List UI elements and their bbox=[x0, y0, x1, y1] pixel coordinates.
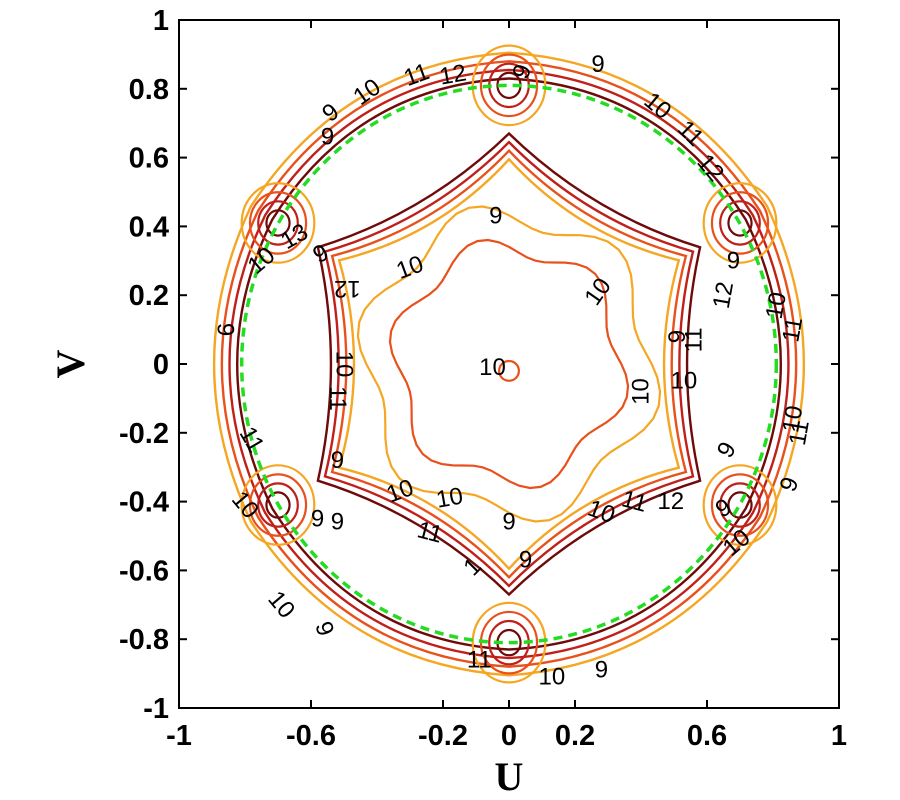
x-axis-label: U bbox=[495, 754, 524, 799]
central-contour bbox=[356, 205, 662, 523]
y-tick-label: -1 bbox=[143, 693, 169, 725]
contour-label: 9 bbox=[489, 203, 502, 230]
contour-label: 9 bbox=[502, 509, 515, 536]
y-tick-label: 0.8 bbox=[129, 74, 169, 106]
contour-label: 9 bbox=[664, 330, 691, 343]
contour-label: 12 bbox=[708, 280, 739, 311]
contour-label: 12 bbox=[334, 275, 361, 302]
y-tick-label: 0.2 bbox=[129, 280, 169, 312]
vertex-lobe-contour bbox=[265, 209, 291, 237]
contour-label: 9 bbox=[212, 323, 239, 336]
y-tick-label: -0.6 bbox=[119, 555, 169, 587]
vertex-lobe-contour bbox=[471, 44, 547, 127]
inner-band-contour bbox=[323, 140, 695, 588]
contour-label: 10 bbox=[434, 483, 465, 514]
x-tick-label: -0.6 bbox=[286, 720, 336, 752]
vertex-lobe-contour bbox=[727, 491, 753, 519]
y-tick-label: -0.4 bbox=[119, 487, 169, 519]
y-tick-label: 0.6 bbox=[129, 143, 169, 175]
contour-label: 11 bbox=[680, 327, 707, 352]
vertex-lobe-contour bbox=[265, 491, 291, 519]
contour-lines bbox=[213, 44, 805, 684]
vertex-lobe-contour bbox=[248, 191, 308, 255]
contour-label: 9 bbox=[727, 247, 740, 274]
vertex-lobe-contour bbox=[240, 464, 316, 546]
vertex-lobe-contour bbox=[257, 482, 299, 528]
vertex-lobe-contour bbox=[248, 473, 308, 537]
contour-label: 10 bbox=[777, 404, 808, 435]
contour-label: 11 bbox=[467, 646, 492, 673]
inner-band-contour bbox=[330, 148, 688, 580]
outer-ring-contour bbox=[213, 51, 805, 677]
vertex-lobe-contour bbox=[710, 473, 770, 537]
outer-ring-contour bbox=[220, 60, 798, 668]
x-tick-label: 0.6 bbox=[687, 720, 727, 752]
contour-label: 11 bbox=[784, 418, 815, 447]
x-tick-label: 1 bbox=[831, 720, 847, 752]
contour-label: 10 bbox=[331, 351, 358, 378]
central-contour bbox=[388, 238, 630, 490]
contour-label: 10 bbox=[628, 378, 655, 405]
outer-ring-contour bbox=[236, 77, 782, 651]
contour-label: 9 bbox=[595, 657, 608, 684]
contour-label: 9 bbox=[591, 51, 604, 78]
vertex-lobe-contour bbox=[702, 464, 778, 546]
vertex-lobe-contour bbox=[471, 601, 547, 684]
contour-label: 12 bbox=[657, 488, 684, 515]
contour-label: 11 bbox=[777, 315, 808, 344]
contour-label: 10 bbox=[479, 354, 506, 381]
contour-label: 9 bbox=[331, 509, 344, 536]
x-axis-ticks: -1 -0.6 -0.2 0 0.2 0.6 1 bbox=[166, 20, 847, 752]
vertex-lobe-contour bbox=[727, 209, 753, 237]
contour-label: 9 bbox=[519, 547, 532, 574]
center-loop-contour bbox=[498, 359, 521, 382]
contour-label: 10 bbox=[671, 368, 698, 395]
y-tick-label: 1 bbox=[153, 5, 169, 37]
outer-ring-contour bbox=[228, 68, 790, 660]
vertex-lobe-contour bbox=[702, 182, 778, 264]
contour-label: 11 bbox=[324, 386, 351, 411]
y-tick-label: -0.2 bbox=[119, 418, 169, 450]
contour-label: 10 bbox=[761, 290, 792, 321]
x-tick-label: -0.2 bbox=[418, 720, 468, 752]
vertex-lobe-contour bbox=[710, 191, 770, 255]
vertex-lobe-contour bbox=[257, 200, 299, 246]
contour-label: 12 bbox=[437, 59, 468, 90]
visible-region-circle-layer bbox=[239, 83, 779, 645]
inner-band-contour bbox=[337, 157, 681, 571]
vertex-lobe-contour bbox=[240, 182, 316, 264]
contour-label: 9 bbox=[321, 123, 334, 150]
visible-region-dashed-circle bbox=[239, 83, 779, 645]
inner-band-contour bbox=[316, 131, 702, 597]
x-tick-label: 0 bbox=[501, 720, 517, 752]
vertex-lobe-contour bbox=[719, 200, 761, 246]
contour-label: 9 bbox=[311, 505, 324, 532]
contour-label: 10 bbox=[539, 664, 566, 691]
y-axis-label: V bbox=[48, 349, 93, 378]
x-tick-label: -1 bbox=[166, 720, 192, 752]
x-tick-label: 0.2 bbox=[555, 720, 595, 752]
y-tick-label: -0.8 bbox=[119, 624, 169, 656]
y-tick-label: 0.4 bbox=[129, 211, 169, 243]
vertex-lobe-contour bbox=[719, 482, 761, 528]
y-tick-label: 0 bbox=[153, 349, 169, 381]
contour-label: 9 bbox=[331, 447, 344, 474]
y-axis-ticks: -1 -0.8 -0.6 -0.4 -0.2 0 0.2 0.4 0.6 0.8 1 bbox=[119, 5, 839, 725]
